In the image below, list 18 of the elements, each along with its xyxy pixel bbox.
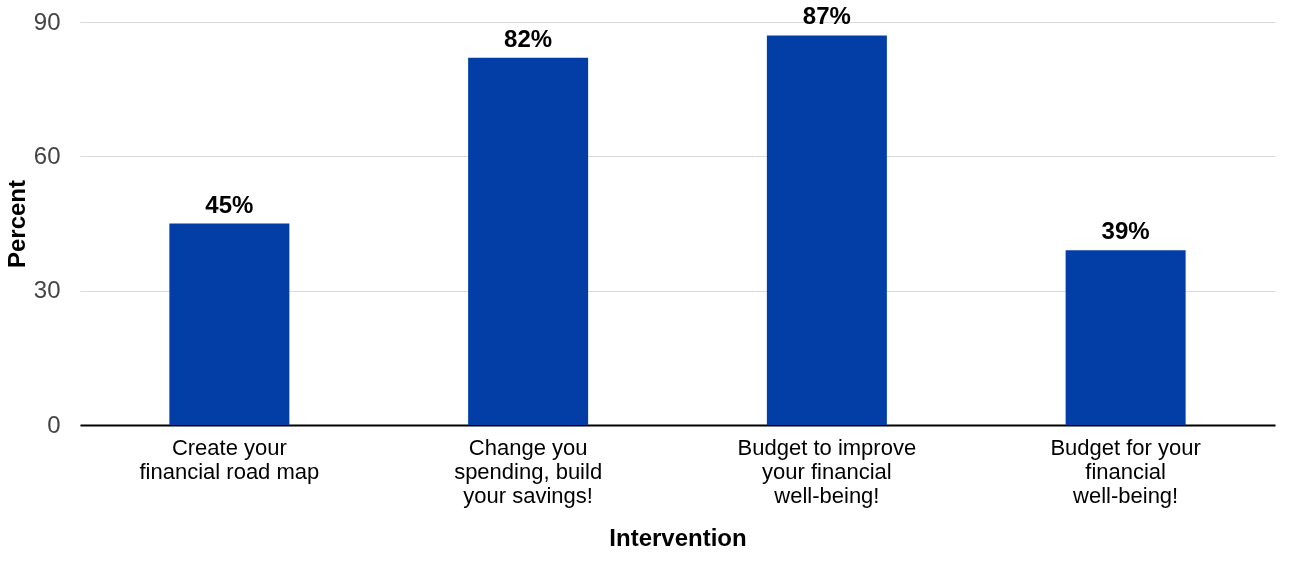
bar (468, 57, 589, 425)
x-tick-label: Budget to improve your financial well-being! (737, 434, 917, 508)
x-tick-label: Create your financial road map (139, 434, 320, 484)
x-axis-title: Intervention (609, 523, 747, 551)
data-label: 82% (504, 24, 553, 52)
bar (766, 35, 887, 425)
data-label: 87% (802, 2, 851, 30)
y-tick-label: 30 (33, 276, 61, 304)
y-axis-title: Percent (2, 179, 30, 269)
x-tick-label: Change you spending, build your savings! (454, 434, 603, 508)
data-label: 39% (1101, 217, 1150, 245)
y-tick-label: 60 (33, 141, 61, 169)
x-tick-label: Budget for your financial well-being! (1050, 434, 1201, 508)
bar (1065, 250, 1186, 425)
bar (169, 223, 290, 425)
data-label: 45% (205, 190, 254, 218)
y-tick-label: 0 (47, 410, 61, 438)
y-tick-label: 90 (33, 7, 61, 35)
